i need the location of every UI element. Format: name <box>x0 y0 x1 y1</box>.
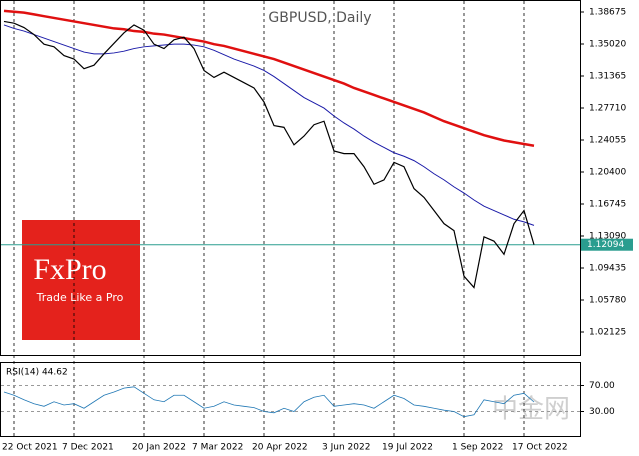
y-tick-label: 1.16745 <box>589 200 626 210</box>
y-tick-label: 1.05780 <box>589 295 626 305</box>
y-tick-label: 70.00 <box>589 381 615 391</box>
rsi-frame <box>0 362 581 437</box>
x-tick-label: 1 Sep 2022 <box>452 443 503 453</box>
x-tick-label: 7 Dec 2021 <box>62 443 114 453</box>
x-tick-label: 17 Oct 2022 <box>512 443 568 453</box>
last-price-label: 1.12094 <box>587 240 624 250</box>
y-tick-label: 1.24055 <box>589 136 626 146</box>
x-tick-label: 20 Apr 2022 <box>252 443 308 453</box>
series-line <box>3 9 535 147</box>
logo-name: FxPro <box>33 253 106 286</box>
y-tick-label: 1.09435 <box>589 263 626 273</box>
rsi-title: RSI(14) 44.62 <box>6 368 68 378</box>
x-tick-label: 7 Mar 2022 <box>192 443 243 453</box>
x-tick-label: 19 Jul 2022 <box>382 443 433 453</box>
y-tick-label: 1.02125 <box>589 327 626 337</box>
chart-title: GBPUSD, Daily <box>268 10 371 26</box>
price-frame <box>0 0 581 356</box>
rsi-line <box>3 386 535 418</box>
y-tick-label: 1.31365 <box>589 72 626 82</box>
x-tick-label: 22 Oct 2021 <box>2 443 58 453</box>
logo: FxPro Trade Like a Pro <box>22 220 140 340</box>
series-line <box>3 20 535 289</box>
x-tick-label: 20 Jan 2022 <box>132 443 186 453</box>
logo-slogan: Trade Like a Pro <box>36 291 124 304</box>
y-tick-label: 1.35020 <box>589 40 626 50</box>
y-tick-label: 1.38675 <box>589 8 626 18</box>
y-tick-label: 1.27710 <box>589 104 626 114</box>
logo-box <box>22 220 140 340</box>
y-tick-label: 30.00 <box>589 407 615 417</box>
y-tick-label: 1.13090 <box>589 232 626 242</box>
series-line <box>3 24 535 226</box>
x-tick-label: 3 Jun 2022 <box>322 443 370 453</box>
y-tick-label: 1.20400 <box>589 168 626 178</box>
last-price-box <box>581 238 633 251</box>
